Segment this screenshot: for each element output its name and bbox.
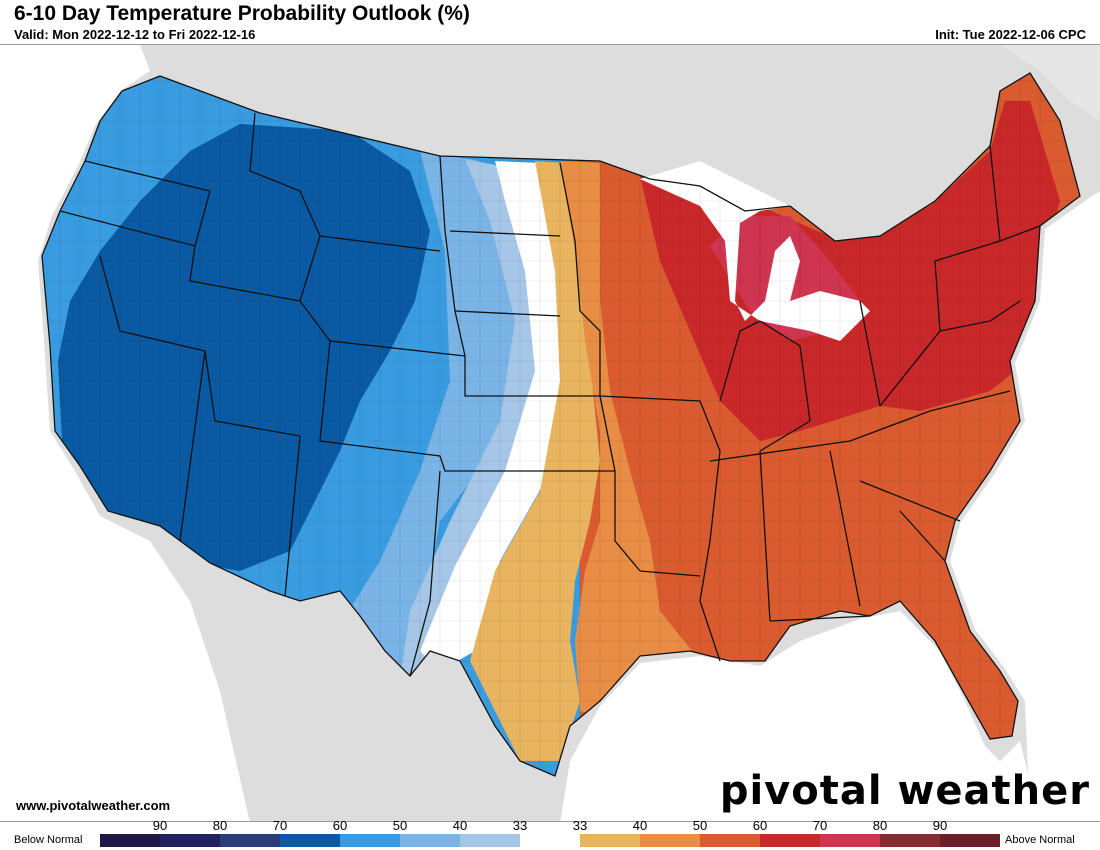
- brand-logo: pivotal weather: [720, 768, 1090, 814]
- init-time: Init: Tue 2022-12-06 CPC: [935, 27, 1086, 42]
- website-url: www.pivotalweather.com: [16, 798, 171, 813]
- legend-tick: 60: [332, 818, 348, 833]
- legend-tick: 60: [752, 818, 768, 833]
- legend-swatch: [520, 834, 580, 847]
- legend-tick: 40: [632, 818, 648, 833]
- legend-tick: 33: [572, 818, 588, 833]
- map-title: 6-10 Day Temperature Probability Outlook…: [14, 2, 470, 25]
- legend-swatch: [640, 834, 700, 847]
- hudson-area: [1000, 45, 1100, 121]
- legend-swatch: [100, 834, 160, 847]
- brand-text: pivotal weather: [719, 768, 1090, 814]
- valid-period: Valid: Mon 2022-12-12 to Fri 2022-12-16: [14, 27, 256, 42]
- header: 6-10 Day Temperature Probability Outlook…: [0, 0, 1100, 44]
- gulf-of-mexico: [560, 611, 1040, 821]
- state-borders: [41, 72, 1081, 777]
- map-canvas: [0, 45, 1100, 821]
- legend-swatch: [760, 834, 820, 847]
- legend-swatch: [820, 834, 880, 847]
- legend-tick: 80: [872, 818, 888, 833]
- county-grid: [42, 73, 1080, 776]
- legend-colorbar: [100, 834, 1000, 847]
- legend-swatch: [220, 834, 280, 847]
- legend-tick: 33: [512, 818, 528, 833]
- legend-swatch: [580, 834, 640, 847]
- legend-swatch: [880, 834, 940, 847]
- legend-swatch: [340, 834, 400, 847]
- legend-swatch: [400, 834, 460, 847]
- legend-tick: 50: [392, 818, 408, 833]
- legend-above-label: Above Normal: [1005, 834, 1075, 846]
- atlantic-ocean: [950, 191, 1100, 821]
- great-lakes: [640, 161, 870, 341]
- legend-swatch: [940, 834, 1000, 847]
- legend-tick: 70: [812, 818, 828, 833]
- legend-tick: 80: [212, 818, 228, 833]
- legend-tick: 50: [692, 818, 708, 833]
- outlook-map[interactable]: [0, 44, 1100, 822]
- legend-swatch: [160, 834, 220, 847]
- pacific-ocean: [0, 45, 250, 821]
- legend-tick: 90: [152, 818, 168, 833]
- legend: Below Normal Above Normal 90 80 70 60 50 40 33…: [0, 818, 1100, 850]
- legend-below-label: Below Normal: [14, 834, 83, 846]
- legend-swatch: [460, 834, 520, 847]
- legend-tick: 90: [932, 818, 948, 833]
- legend-tick: 70: [272, 818, 288, 833]
- legend-swatch: [280, 834, 340, 847]
- legend-tick: 40: [452, 818, 468, 833]
- legend-swatch: [700, 834, 760, 847]
